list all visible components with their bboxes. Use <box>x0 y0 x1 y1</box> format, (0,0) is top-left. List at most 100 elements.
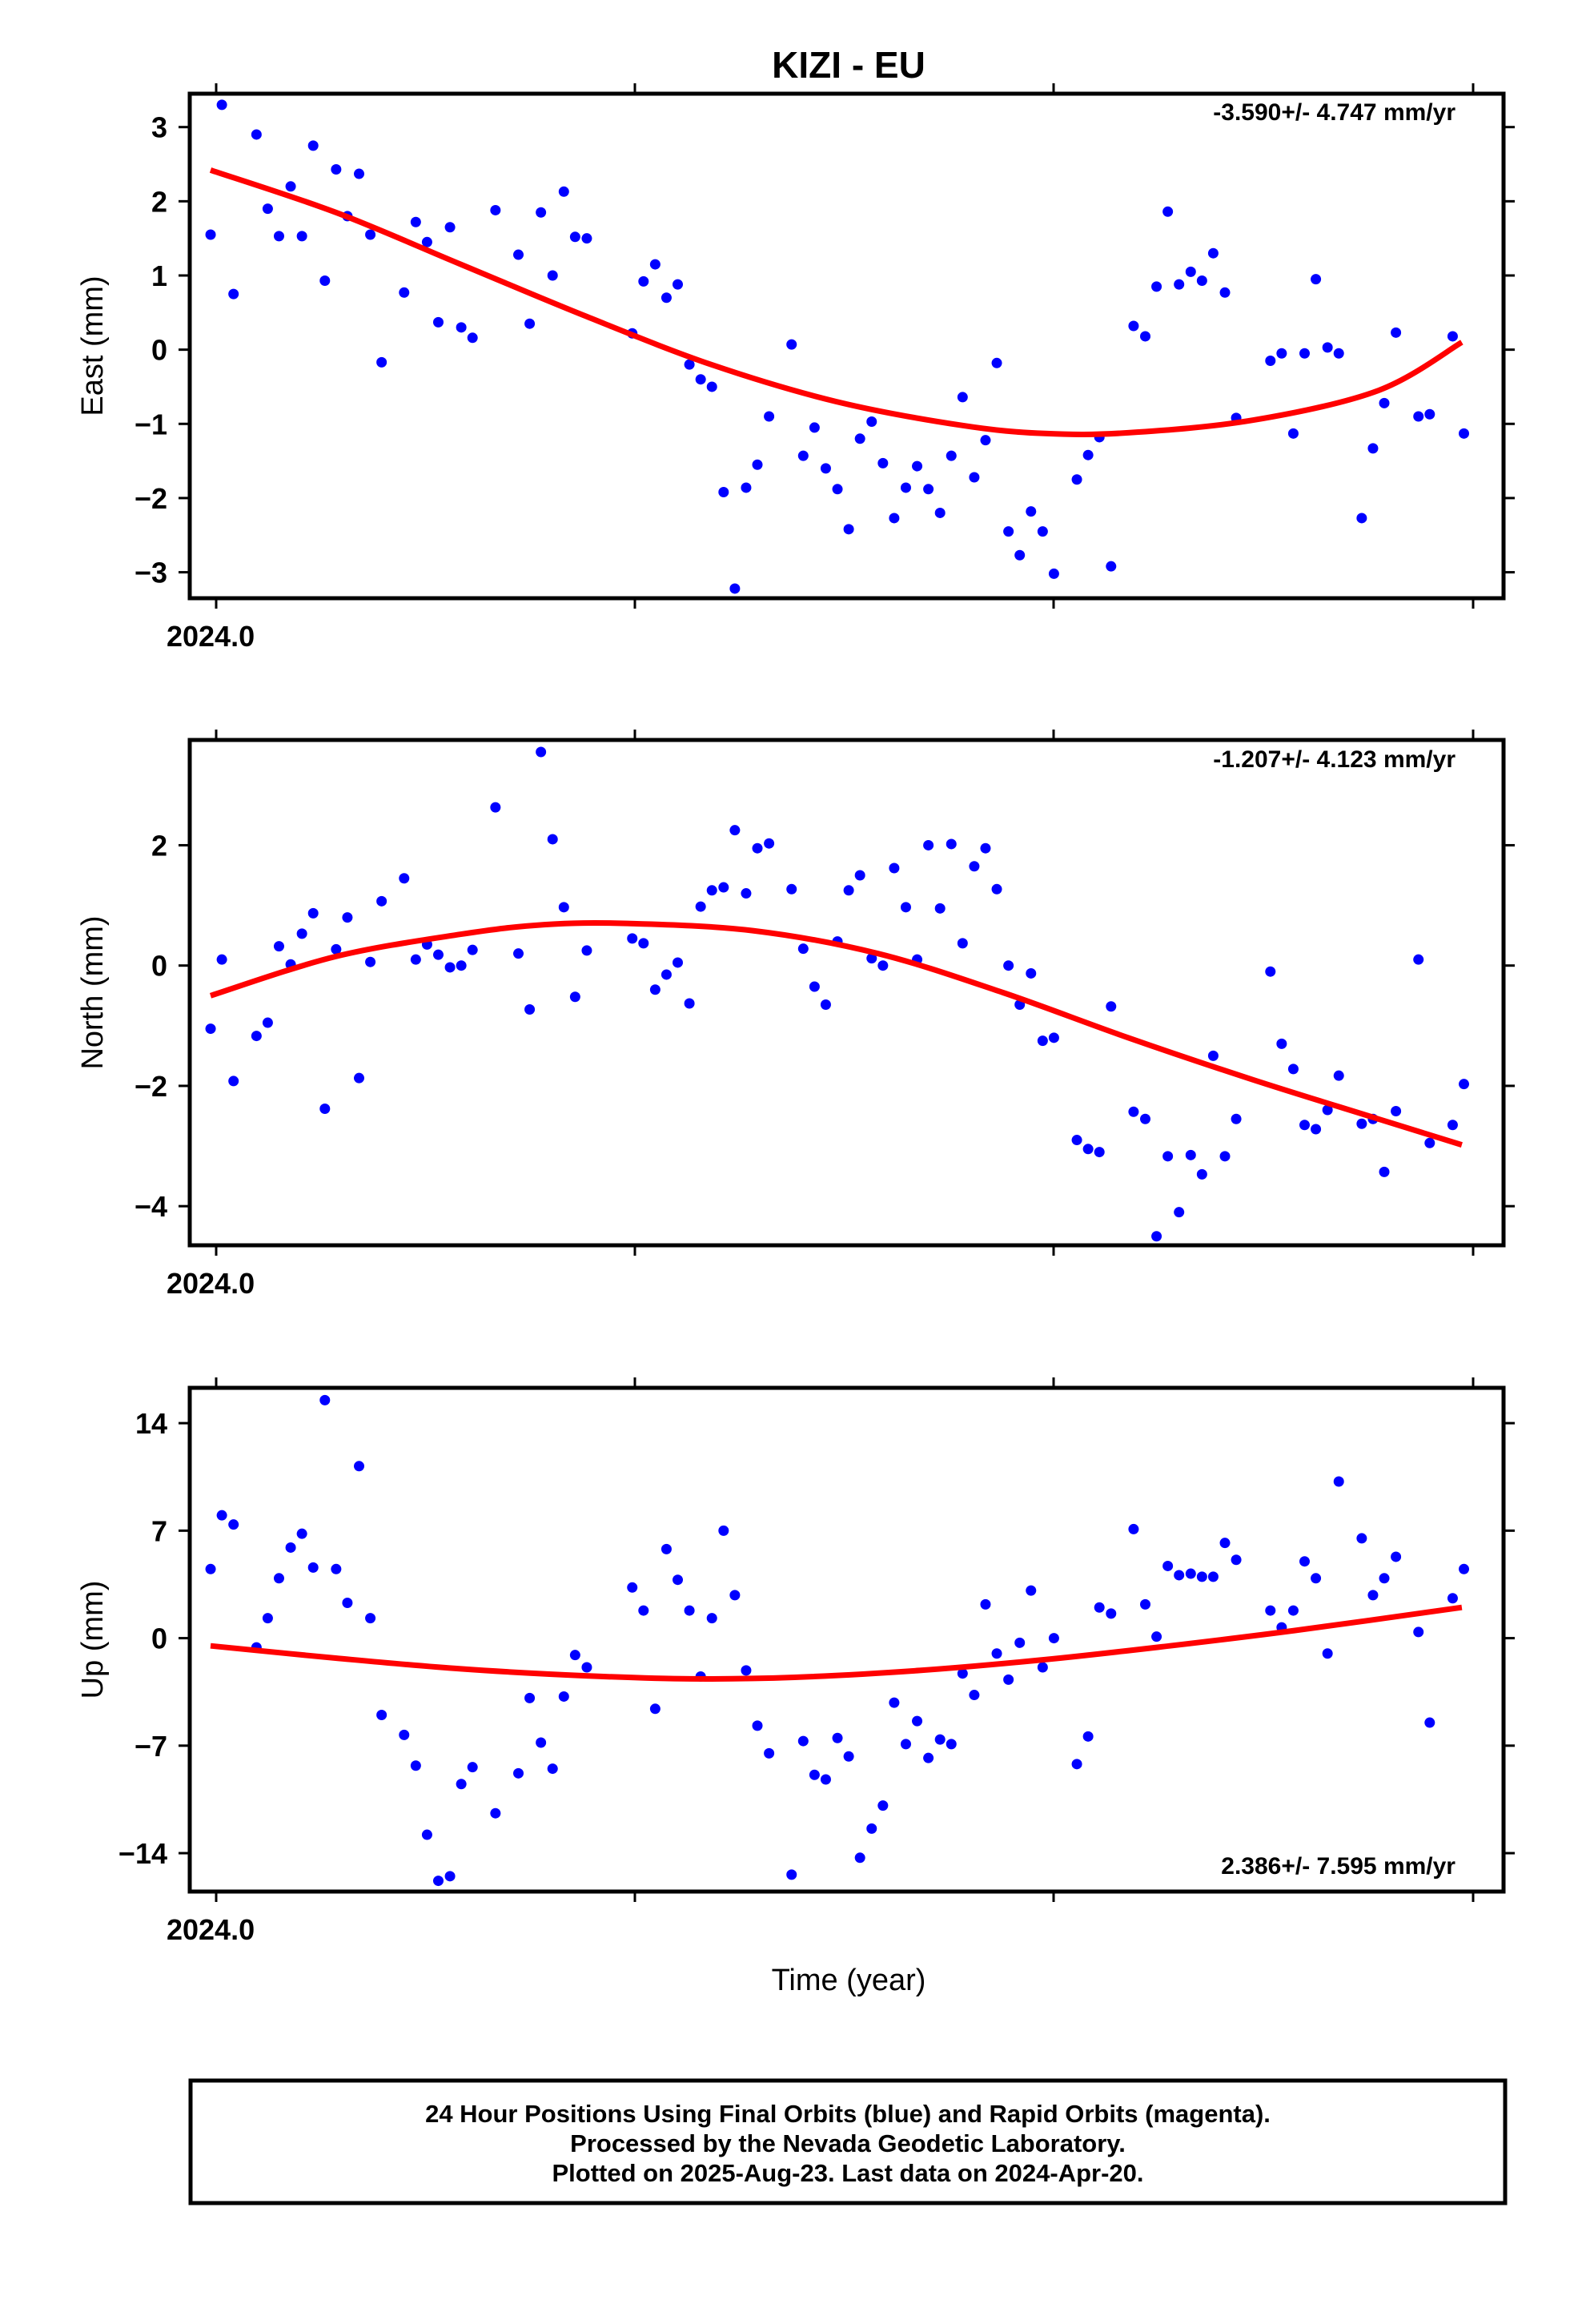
north-panel: 2024.0 2 0 −2 −4 North (mm) -1.207+/- 4.123 mm… <box>76 730 1515 1300</box>
east-y-tick-label-6: −3 <box>135 557 167 589</box>
east-data-point-10 <box>331 164 342 175</box>
north-data-point-94 <box>1447 1120 1458 1131</box>
north-data-point-21 <box>467 944 478 955</box>
up-data-point-92 <box>1413 1626 1424 1638</box>
east-data-point-45 <box>809 422 820 433</box>
east-data-point-6 <box>285 181 296 192</box>
east-data-point-76 <box>1185 266 1196 277</box>
north-data-point-27 <box>558 902 569 913</box>
up-data-point-42 <box>764 1747 775 1759</box>
north-data-point-90 <box>1379 1166 1390 1177</box>
up-data-point-59 <box>969 1690 980 1701</box>
east-y-tick-label-3: 0 <box>151 334 167 367</box>
up-data-point-20 <box>456 1779 467 1790</box>
up-data-point-19 <box>444 1871 456 1882</box>
north-data-point-24 <box>524 1004 536 1015</box>
north-data-point-58 <box>957 938 968 949</box>
up-data-point-87 <box>1333 1476 1344 1487</box>
north-data-point-9 <box>319 1103 331 1114</box>
up-data-point-27 <box>558 1691 569 1702</box>
north-data-point-52 <box>889 862 900 874</box>
east-data-point-4 <box>262 203 273 215</box>
up-data-point-48 <box>843 1751 854 1762</box>
east-data-point-27 <box>558 186 569 197</box>
up-data-point-40 <box>741 1665 752 1676</box>
east-data-point-62 <box>1003 526 1014 537</box>
up-data-point-25 <box>536 1737 547 1748</box>
east-data-point-89 <box>1367 443 1379 454</box>
footer-line-1: 24 Hour Positions Using Final Orbits (bl… <box>425 2100 1271 2128</box>
east-data-point-58 <box>957 392 968 403</box>
up-data-point-37 <box>706 1613 717 1624</box>
north-data-point-67 <box>1071 1135 1082 1146</box>
up-x-tick-label: 2024.0 <box>167 1913 255 1946</box>
north-data-point-75 <box>1174 1207 1185 1218</box>
north-x-tick-label: 2024.0 <box>167 1267 255 1300</box>
north-data-point-93 <box>1424 1137 1435 1148</box>
up-data-point-71 <box>1128 1523 1139 1534</box>
east-data-point-51 <box>877 457 889 468</box>
up-data-point-69 <box>1094 1602 1105 1613</box>
north-data-point-49 <box>854 870 865 881</box>
east-data-point-63 <box>1014 549 1026 561</box>
north-data-point-31 <box>638 938 649 949</box>
up-data-point-50 <box>866 1823 877 1834</box>
footer-box <box>188 2078 1508 2205</box>
east-data-point-85 <box>1311 274 1322 285</box>
north-y-tick-label-3: −4 <box>135 1190 167 1223</box>
up-data-point-58 <box>957 1668 968 1679</box>
east-data-point-9 <box>319 275 331 286</box>
up-data-point-64 <box>1026 1585 1037 1596</box>
north-data-point-60 <box>980 842 991 854</box>
north-data-point-95 <box>1459 1079 1470 1090</box>
up-data-point-29 <box>581 1662 592 1673</box>
up-data-point-63 <box>1014 1637 1026 1648</box>
north-data-point-32 <box>649 984 661 995</box>
up-data-point-88 <box>1356 1533 1367 1544</box>
north-data-point-39 <box>729 825 741 836</box>
north-data-point-11 <box>342 912 353 923</box>
east-data-point-86 <box>1322 342 1333 353</box>
east-data-point-84 <box>1299 348 1311 359</box>
up-data-point-95 <box>1459 1563 1470 1574</box>
east-data-point-88 <box>1356 513 1367 524</box>
east-data-point-42 <box>764 411 775 422</box>
east-data-point-52 <box>889 513 900 524</box>
north-plot-frame <box>187 738 1506 1248</box>
up-data-point-85 <box>1311 1573 1322 1584</box>
north-data-point-73 <box>1151 1231 1162 1242</box>
up-data-point-80 <box>1231 1554 1242 1566</box>
east-panel: 2024.0 3 2 1 0 −1 −2 −3 East (mm) -3.590+/- 4.747… <box>76 83 1515 653</box>
east-data-point-25 <box>536 207 547 218</box>
east-plot-frame <box>187 91 1506 601</box>
up-data-point-49 <box>854 1852 865 1864</box>
up-data-point-6 <box>285 1542 296 1553</box>
east-data-point-18 <box>432 316 444 328</box>
up-y-axis-label: Up (mm) <box>76 1581 110 1699</box>
east-data-point-61 <box>991 357 1002 368</box>
east-data-point-14 <box>376 356 387 368</box>
up-data-point-15 <box>399 1729 410 1740</box>
east-data-point-93 <box>1424 408 1435 420</box>
east-data-point-64 <box>1026 506 1037 517</box>
up-data-point-62 <box>1003 1674 1014 1685</box>
east-data-point-79 <box>1219 287 1231 298</box>
north-data-point-38 <box>718 882 729 893</box>
up-data-point-33 <box>661 1543 672 1554</box>
footer-line-2: Processed by the Nevada Geodetic Laborat… <box>570 2129 1126 2157</box>
up-data-point-53 <box>900 1739 911 1750</box>
up-y-tick-label-0: 14 <box>135 1407 167 1440</box>
north-data-point-4 <box>262 1017 273 1028</box>
east-y-tick-label-1: 2 <box>151 185 167 218</box>
east-data-point-47 <box>832 484 843 495</box>
north-data-point-61 <box>991 883 1002 895</box>
up-data-point-26 <box>547 1763 558 1775</box>
north-data-point-0 <box>205 1023 216 1035</box>
up-y-tick-label-2: 0 <box>151 1622 167 1655</box>
east-data-point-68 <box>1082 449 1094 460</box>
north-data-point-56 <box>934 903 946 914</box>
up-data-point-51 <box>877 1800 889 1811</box>
north-data-point-81 <box>1265 966 1276 977</box>
east-data-point-39 <box>729 583 741 594</box>
north-data-point-2 <box>228 1076 239 1087</box>
